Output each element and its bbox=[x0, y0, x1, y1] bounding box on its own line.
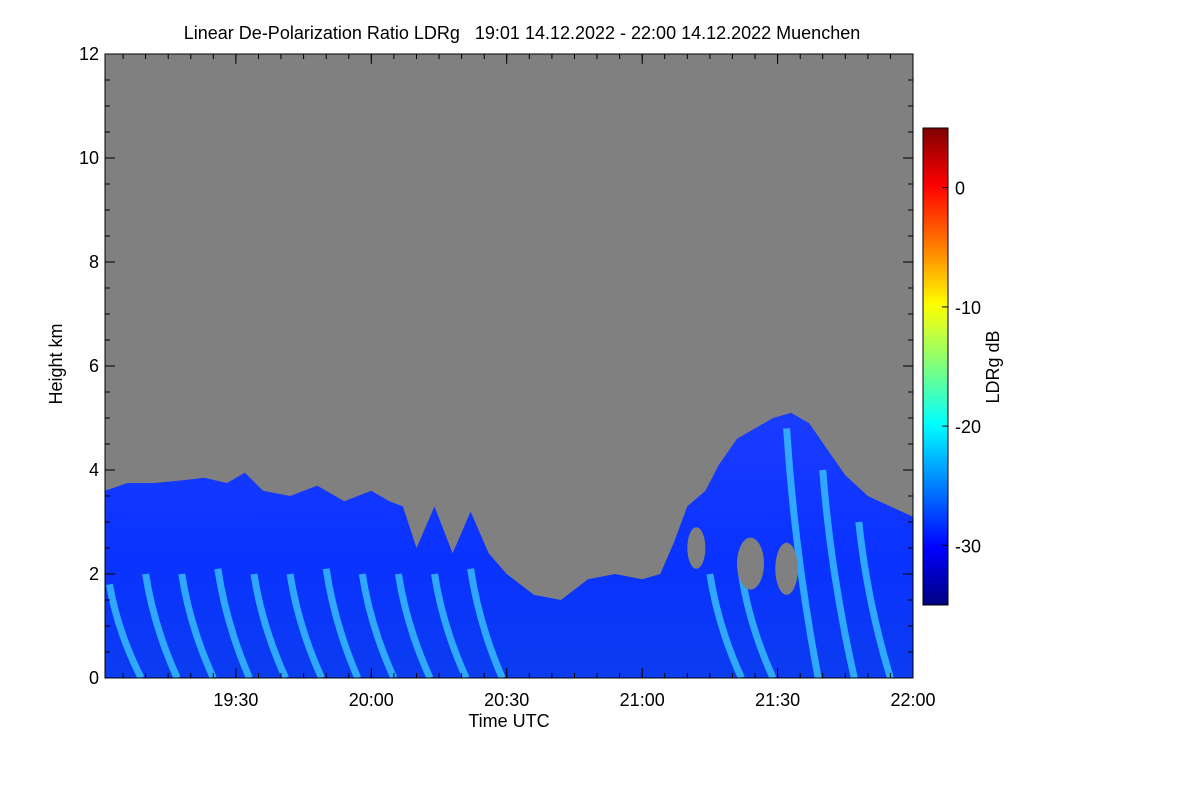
colorbar-tick-label: -10 bbox=[955, 298, 981, 318]
fall-streak bbox=[394, 573, 434, 678]
x-tick-label: 21:30 bbox=[755, 690, 800, 710]
fall-streak bbox=[706, 573, 745, 678]
y-tick-label: 10 bbox=[79, 148, 99, 168]
x-tick-label: 20:00 bbox=[349, 690, 394, 710]
y-axis-label: Height km bbox=[46, 323, 66, 404]
fall-streak bbox=[178, 573, 217, 678]
echo-region bbox=[105, 412, 913, 678]
fall-streak bbox=[819, 469, 858, 678]
colorbar-tick-label: -20 bbox=[955, 417, 981, 437]
x-tick-label: 19:30 bbox=[213, 690, 258, 710]
y-tick-label: 2 bbox=[89, 564, 99, 584]
gap-region bbox=[687, 527, 706, 569]
x-axis-label: Time UTC bbox=[468, 711, 549, 731]
fall-streak bbox=[358, 573, 398, 678]
y-tick-label: 6 bbox=[89, 356, 99, 376]
chart-title: Linear De-Polarization Ratio LDRg 19:01 … bbox=[184, 23, 860, 43]
fall-streak bbox=[783, 428, 822, 678]
fall-streak bbox=[142, 573, 181, 678]
fall-streak bbox=[214, 568, 253, 678]
colorbar: 0 -10 -20 -30 LDRg dB bbox=[922, 127, 1003, 606]
high-ldr-streaks bbox=[106, 428, 894, 678]
gap-regions bbox=[687, 527, 798, 595]
x-tick-label: 22:00 bbox=[890, 690, 935, 710]
colorbar-tick-label: -30 bbox=[955, 536, 981, 556]
y-axis: 0 2 4 6 8 10 12 bbox=[79, 44, 913, 688]
y-tick-label: 12 bbox=[79, 44, 99, 64]
fall-streak bbox=[855, 521, 894, 678]
colorbar-gradient bbox=[922, 127, 949, 606]
fall-streak bbox=[106, 583, 145, 678]
fall-streak bbox=[322, 568, 361, 678]
fall-streak bbox=[431, 573, 470, 678]
y-tick-label: 4 bbox=[89, 460, 99, 480]
x-axis: 19:30 20:00 20:30 21:00 21:30 22:00 bbox=[122, 54, 936, 710]
plot-area bbox=[105, 54, 913, 678]
fall-streak bbox=[286, 573, 325, 678]
fall-streak bbox=[250, 573, 289, 678]
x-tick-label: 21:00 bbox=[620, 690, 665, 710]
gap-region bbox=[775, 542, 798, 595]
y-tick-label: 8 bbox=[89, 252, 99, 272]
gap-region bbox=[736, 537, 764, 590]
colorbar-label: LDRg dB bbox=[983, 330, 1003, 403]
y-tick-label: 0 bbox=[89, 668, 99, 688]
x-tick-label: 20:30 bbox=[484, 690, 529, 710]
colorbar-ticks: 0 -10 -20 -30 bbox=[942, 179, 981, 556]
colorbar-tick-label: 0 bbox=[955, 179, 965, 199]
fall-streak bbox=[467, 568, 506, 678]
